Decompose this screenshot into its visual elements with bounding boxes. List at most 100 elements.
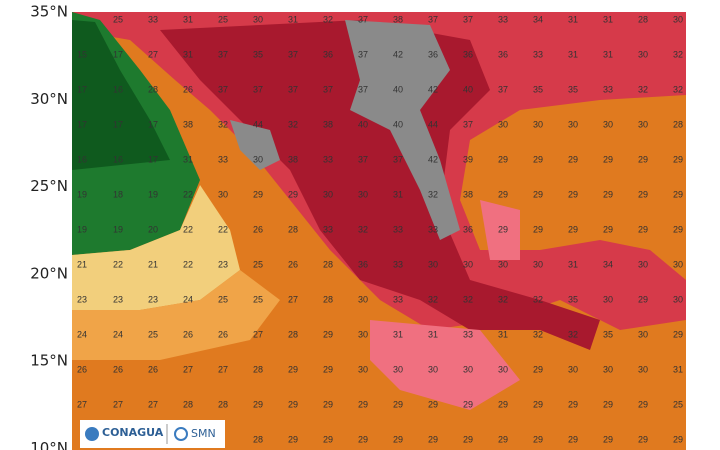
temperature-value: 21 [77,259,87,269]
temperature-value: 25 [253,259,263,269]
temperature-value: 32 [288,119,298,129]
latitude-label: 35°N [30,3,68,21]
latitude-label: 15°N [30,352,68,370]
temperature-value: 27 [148,49,158,59]
temperature-value: 29 [603,224,613,234]
temperature-value: 29 [393,399,403,409]
temperature-value: 32 [638,84,648,94]
temperature-value: 33 [323,224,333,234]
temperature-value: 30 [498,119,508,129]
temperature-value: 26 [288,259,298,269]
temperature-value: 28 [288,224,298,234]
temperature-value: 33 [393,259,403,269]
temperature-value: 40 [463,84,473,94]
temperature-value: 31 [183,154,193,164]
temperature-value: 29 [498,399,508,409]
temperature-value: 29 [323,329,333,339]
temperature-value: 40 [358,119,368,129]
temperature-value: 30 [638,49,648,59]
temperature-value: 29 [288,364,298,374]
temperature-value: 29 [463,399,473,409]
temperature-value: 30 [428,259,438,269]
temperature-value: 42 [428,154,438,164]
temperature-value: 29 [393,434,403,444]
temperature-value: 32 [463,294,473,304]
temperature-value: 36 [463,224,473,234]
temperature-value: 27 [148,399,158,409]
temperature-value: 34 [533,14,543,24]
temperature-value: 27 [77,399,87,409]
temperature-value: 22 [183,259,193,269]
temperature-value: 44 [253,119,263,129]
temperature-value: 29 [603,399,613,409]
temperature-value: 30 [603,364,613,374]
temperature-value: 31 [393,189,403,199]
temperature-value: 31 [288,14,298,24]
temperature-value: 25 [113,14,123,24]
temperature-value: 18 [113,189,123,199]
temperature-value: 37 [358,154,368,164]
temperature-value: 32 [533,294,543,304]
temperature-value: 30 [533,259,543,269]
map-fill [72,12,686,450]
temperature-value: 26 [183,84,193,94]
temperature-value: 29 [638,399,648,409]
temperature-value: 17 [113,119,123,129]
temperature-value: 28 [323,294,333,304]
temperature-value: 19 [77,189,87,199]
temperature-value: 16 [113,84,123,94]
temperature-value: 23 [113,294,123,304]
temperature-value: 25 [253,294,263,304]
temperature-value: 29 [673,224,683,234]
temperature-value: 17 [148,119,158,129]
temperature-value: 26 [113,364,123,374]
temperature-value: 26 [253,224,263,234]
temperature-value: 28 [218,399,228,409]
temperature-value: 35 [603,329,613,339]
temperature-value: 31 [603,49,613,59]
temperature-value: 29 [673,154,683,164]
temperature-value: 32 [533,329,543,339]
temperature-value: 30 [498,364,508,374]
temperature-value: 31 [428,329,438,339]
temperature-value: 37 [323,84,333,94]
temperature-value: 29 [603,434,613,444]
temperature-value: 26 [148,364,158,374]
temperature-value: 35 [568,84,578,94]
temperature-value: 34 [603,259,613,269]
temperature-value: 38 [183,119,193,129]
temperature-value: 27 [218,364,228,374]
temperature-value: 29 [533,364,543,374]
temperature-value: 22 [183,189,193,199]
temperature-value: 39 [463,154,473,164]
temperature-value: 29 [568,224,578,234]
temperature-value: 35 [253,49,263,59]
temperature-value: 33 [463,329,473,339]
temperature-value: 30 [358,329,368,339]
temperature-value: 27 [253,329,263,339]
temperature-value: 29 [673,434,683,444]
temperature-value: 30 [358,294,368,304]
temperature-value: 23 [77,294,87,304]
logo-box [80,420,225,448]
temperature-value: 30 [463,259,473,269]
temperature-value: 32 [428,294,438,304]
temperature-value: 40 [393,84,403,94]
temperature-value: 28 [323,259,333,269]
temperature-value: 32 [218,119,228,129]
temperature-value: 32 [568,329,578,339]
latitude-label: 25°N [30,177,68,195]
temperature-value: 29 [638,294,648,304]
temperature-value: 31 [673,364,683,374]
temperature-value: 29 [358,434,368,444]
temperature-value: 33 [603,84,613,94]
temperature-value: 24 [113,329,123,339]
temperature-value: 29 [673,329,683,339]
conagua-logo: CONAGUA [102,426,164,439]
temperature-value: 19 [77,224,87,234]
temperature-value: 28 [253,434,263,444]
temperature-value: 22 [218,224,228,234]
temperature-value: 30 [673,294,683,304]
temperature-value: 37 [393,154,403,164]
temperature-value: 37 [463,119,473,129]
